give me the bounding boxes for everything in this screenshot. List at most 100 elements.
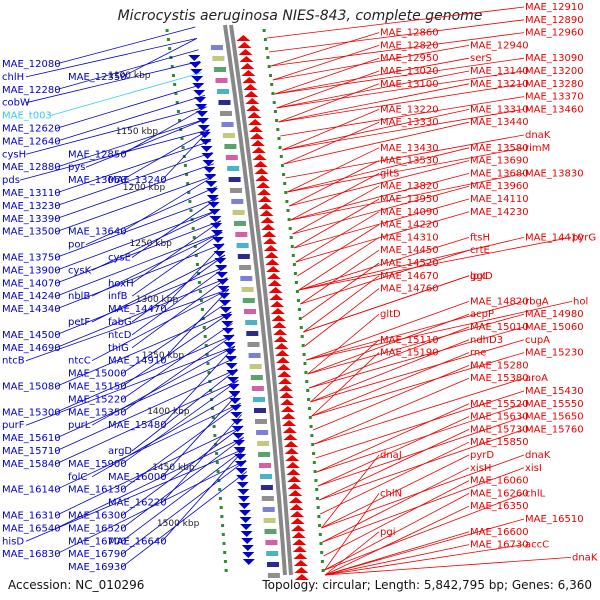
left-gene-label: MAE_t003 [2, 111, 52, 122]
forward-gene-arrow [237, 489, 250, 495]
right-connector [324, 493, 470, 571]
tick-dot [193, 245, 197, 248]
left-gene-label: MAE_15610 [2, 433, 61, 444]
reverse-gene-arrow [286, 469, 301, 475]
tick-dot [262, 29, 266, 32]
reverse-gene-arrow [268, 287, 283, 293]
reverse-gene-arrow [287, 483, 302, 489]
right-gene-label: MAE_14230 [470, 207, 529, 218]
right-gene-label: MAE_13310 [470, 104, 529, 115]
forward-gene-arrow [231, 419, 243, 425]
feature-block [267, 562, 279, 567]
reverse-gene-arrow [242, 77, 257, 83]
reverse-gene-arrow [275, 350, 290, 356]
feature-block [228, 177, 241, 182]
reverse-gene-arrow [293, 553, 308, 559]
left-connector [55, 231, 223, 297]
left-gene-label: MAE_16140 [2, 485, 61, 496]
feature-block [253, 397, 265, 402]
tick-dot [294, 281, 298, 284]
tick-dot [223, 551, 227, 554]
tick-dot [293, 272, 297, 275]
tick-dot [207, 371, 211, 374]
left-gene-label: MAE_16520 [68, 523, 127, 534]
left-connector [55, 459, 246, 555]
left-connector [121, 437, 244, 529]
tick-dot [289, 236, 293, 239]
left-connector [121, 448, 246, 542]
right-connector [285, 134, 525, 179]
left-connector [121, 323, 233, 400]
reverse-gene-arrow [248, 119, 263, 125]
feature-block [254, 408, 266, 413]
left-connector [121, 471, 248, 568]
right-gene-label: dnaJ [380, 450, 402, 461]
tick-dot [215, 452, 219, 455]
forward-gene-arrow [194, 97, 207, 103]
accession-label: Accession: NC_010296 [8, 578, 145, 592]
right-gene-label: accC [525, 540, 549, 551]
forward-gene-arrow [236, 482, 249, 488]
left-gene-label: MAE_15150 [68, 382, 127, 393]
tick-dot [218, 488, 222, 491]
tick-dot [310, 434, 314, 437]
right-gene-label: MAE_15110 [380, 335, 439, 346]
reverse-gene-arrow [264, 252, 279, 258]
left-connector [55, 380, 239, 465]
tick-dot [181, 146, 185, 149]
tick-dot [315, 488, 319, 491]
genome-title: Microcystis aeruginosa NIES-843, complet… [117, 8, 483, 24]
forward-gene-arrow [216, 279, 229, 285]
left-connector [91, 345, 236, 426]
tick-dot [202, 326, 206, 329]
tick-dot [314, 479, 318, 482]
feature-block [222, 133, 235, 138]
left-connector [161, 414, 242, 503]
right-connector [293, 198, 380, 249]
reverse-gene-arrow [281, 413, 296, 419]
left-connector [55, 140, 212, 194]
feature-block [225, 155, 238, 160]
tick-dot [297, 308, 301, 311]
reverse-gene-arrow [266, 266, 281, 272]
feature-block [236, 243, 249, 248]
reverse-gene-arrow [249, 126, 263, 132]
forward-gene-arrow [219, 307, 232, 313]
reverse-gene-arrow [259, 210, 274, 216]
forward-gene-arrow [214, 258, 227, 264]
reverse-gene-arrow [262, 231, 277, 237]
right-gene-label: cupA [525, 335, 550, 346]
genome-summary: Topology: circular; Length: 5,842,795 bp… [262, 578, 592, 592]
left-gene-label: MAE_14470 [108, 304, 167, 315]
tick-dot [269, 74, 272, 77]
reverse-gene-arrow [265, 259, 280, 265]
tick-dot [267, 65, 271, 68]
left-gene-label: thiG [108, 343, 129, 354]
feature-block [240, 276, 253, 281]
right-gene-label: MAE_13220 [380, 104, 439, 115]
right-connector [321, 454, 470, 529]
reverse-gene-arrow [278, 378, 293, 384]
right-connector [319, 429, 470, 501]
feature-block [214, 67, 226, 72]
left-gene-label: MAE_13060 [68, 175, 127, 186]
forward-gene-arrow [207, 202, 220, 208]
tick-dot [315, 497, 319, 500]
right-gene-label: MAE_13960 [470, 181, 529, 192]
feature-block [248, 353, 261, 358]
feature-block [210, 45, 223, 50]
right-connector [298, 237, 470, 291]
feature-block [263, 518, 276, 523]
tick-dot [204, 344, 208, 347]
right-gene-label: MAE_13100 [380, 79, 439, 90]
forward-gene-arrow [206, 188, 218, 194]
left-connector [25, 288, 229, 362]
tick-dot [199, 299, 203, 302]
tick-dot [219, 506, 223, 509]
tick-dot [198, 290, 202, 293]
feature-block [260, 474, 272, 479]
left-connector [55, 368, 238, 452]
left-gene-label: MAE_13640 [68, 227, 127, 238]
tick-dot [313, 470, 317, 473]
